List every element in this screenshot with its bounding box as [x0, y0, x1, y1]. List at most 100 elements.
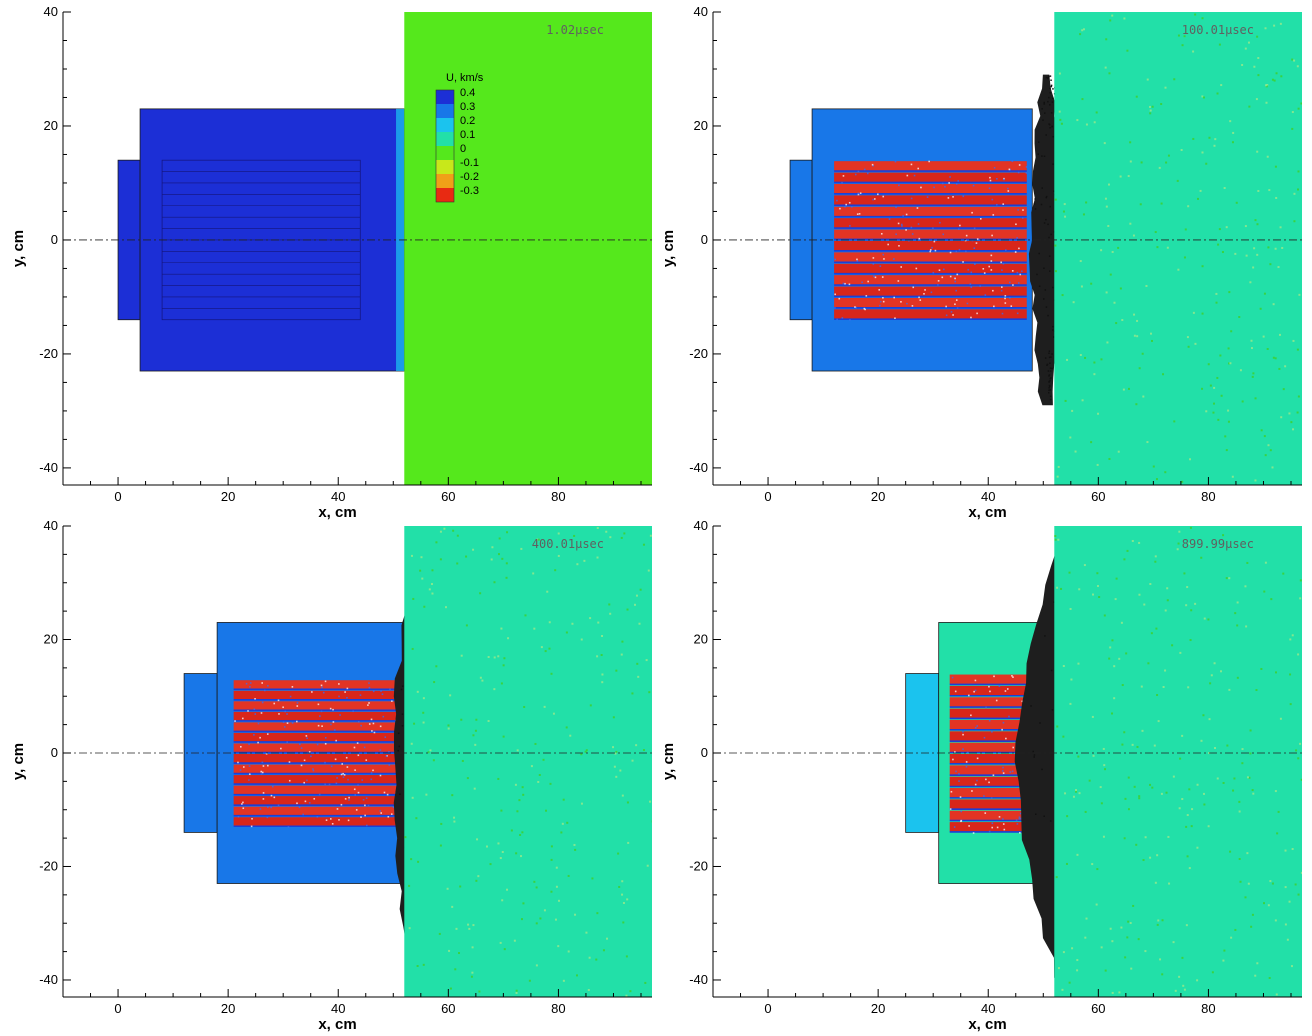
- rod-fragment: [360, 724, 362, 727]
- rod-strip: [233, 743, 416, 752]
- debris-fragment: [1043, 815, 1045, 817]
- target-texture: [1111, 991, 1114, 994]
- target-texture: [1156, 854, 1159, 857]
- rod-fragment: [954, 277, 956, 280]
- target-texture: [621, 880, 624, 883]
- rod-strip: [233, 806, 416, 816]
- y-tick-label: -40: [689, 460, 708, 475]
- target-texture: [1249, 729, 1252, 732]
- target-texture: [443, 527, 446, 530]
- rod-fragment: [324, 736, 327, 739]
- rod-fragment: [264, 689, 266, 692]
- target-texture: [1262, 335, 1265, 338]
- rod-fragment: [360, 816, 362, 818]
- target-texture: [1160, 202, 1163, 205]
- target-texture: [561, 822, 564, 825]
- rod-fragment: [990, 269, 993, 271]
- target-texture: [1125, 652, 1128, 655]
- debris-fragment: [1050, 112, 1053, 114]
- target-texture: [1157, 720, 1160, 723]
- rod-fragment: [960, 820, 962, 823]
- rod-fragment: [342, 776, 345, 778]
- colorbar-swatch: [436, 146, 454, 160]
- rod-fragment: [332, 721, 335, 723]
- target-texture: [1231, 475, 1234, 478]
- target-texture: [489, 863, 492, 866]
- debris-fragment: [1049, 127, 1051, 129]
- target-texture: [1077, 755, 1080, 758]
- debris-fragment: [1045, 195, 1048, 198]
- target-texture: [1090, 441, 1093, 444]
- target-texture: [1165, 161, 1168, 164]
- target-texture: [535, 886, 538, 889]
- rod-fragment: [916, 207, 919, 209]
- rod-fragment: [995, 699, 998, 702]
- target-texture: [1223, 949, 1226, 952]
- target-texture: [1149, 582, 1152, 585]
- target-texture: [472, 548, 475, 551]
- rod-fragment: [288, 761, 291, 763]
- target-texture: [639, 588, 642, 591]
- rod-fragment: [857, 170, 860, 173]
- target-texture: [1113, 301, 1116, 304]
- rod-fragment: [308, 802, 311, 804]
- rod-fragment: [280, 747, 282, 750]
- rod-fragment: [872, 164, 874, 167]
- debris-fragment: [1035, 813, 1037, 815]
- target-texture: [1250, 339, 1253, 342]
- colorbar-swatch: [436, 160, 454, 174]
- target-texture: [438, 932, 441, 935]
- target-texture: [1225, 449, 1228, 452]
- rod-fragment: [906, 302, 908, 305]
- target-texture: [1104, 197, 1107, 200]
- debris-fragment: [1050, 356, 1052, 358]
- target-texture: [1246, 776, 1249, 779]
- colorbar-level: -0.3: [460, 185, 479, 197]
- target-texture: [1202, 96, 1205, 99]
- rod-fragment: [952, 196, 954, 198]
- debris-fragment: [1051, 353, 1053, 355]
- rod-fragment: [334, 758, 337, 761]
- rod-fragment: [882, 297, 884, 299]
- rod-fragment: [298, 743, 301, 746]
- target-texture: [472, 734, 475, 737]
- target-texture: [1208, 718, 1211, 721]
- rod-fragment: [955, 770, 957, 773]
- target-texture: [453, 820, 456, 823]
- target-texture: [1181, 480, 1184, 483]
- rod-fragment: [348, 799, 350, 801]
- rod-fragment: [964, 239, 967, 242]
- rod-fragment: [251, 817, 253, 820]
- rod-fragment: [965, 234, 968, 237]
- target-texture: [1150, 339, 1153, 342]
- rod-fragment: [928, 160, 930, 163]
- rod-fragment: [954, 690, 957, 693]
- target-texture: [1118, 657, 1121, 660]
- target-texture: [1126, 549, 1129, 552]
- rod-fragment: [974, 679, 977, 682]
- target-texture: [457, 952, 460, 955]
- rod-fragment: [365, 759, 368, 761]
- rod-fragment: [937, 284, 939, 286]
- target-texture: [1179, 651, 1182, 654]
- target-texture: [538, 773, 541, 776]
- debris-fragment: [1043, 102, 1045, 105]
- target-texture: [1275, 993, 1278, 996]
- target-texture: [1131, 539, 1134, 542]
- target-texture: [449, 987, 452, 990]
- target-texture: [585, 931, 588, 934]
- rod-fragment: [338, 819, 340, 821]
- target-texture: [1126, 936, 1129, 939]
- target-texture: [1274, 165, 1277, 168]
- target-texture: [520, 918, 523, 921]
- rod-fragment: [915, 267, 918, 270]
- target-texture: [1123, 837, 1126, 840]
- target-texture: [1236, 601, 1239, 604]
- rod-fragment: [1012, 284, 1014, 286]
- rod-fragment: [261, 761, 264, 764]
- rod-fragment: [902, 215, 904, 217]
- target-texture: [1124, 797, 1127, 800]
- target-texture: [1069, 436, 1072, 439]
- target-texture: [621, 640, 624, 643]
- target-texture: [633, 603, 636, 606]
